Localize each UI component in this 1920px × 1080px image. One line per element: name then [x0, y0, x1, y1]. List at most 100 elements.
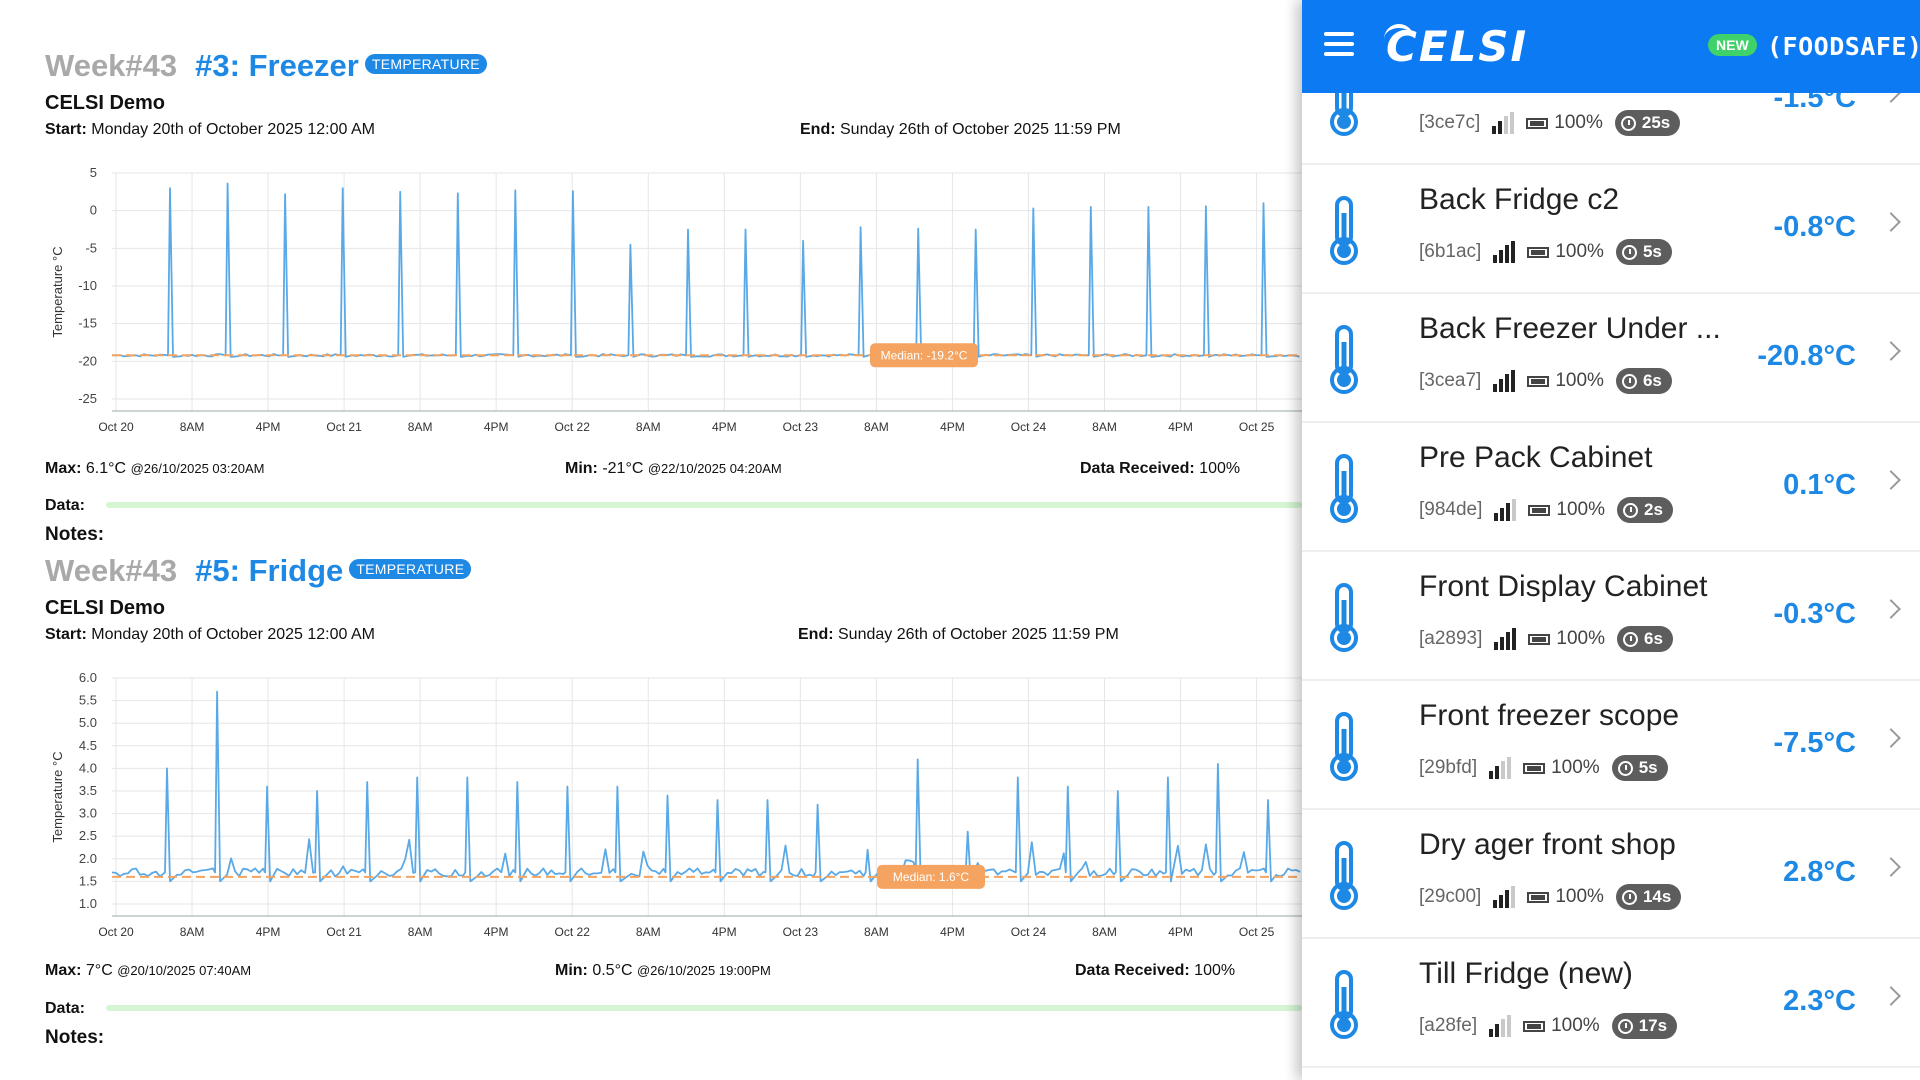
- x-tick-label: 4PM: [940, 420, 965, 434]
- chevron-right-icon[interactable]: [1881, 599, 1901, 619]
- end-value: Sunday 26th of October 2025 11:59 PM: [838, 626, 1119, 643]
- y-tick-label: -25: [78, 391, 97, 406]
- x-tick-label: 4PM: [484, 925, 509, 939]
- battery-value: 100%: [1555, 886, 1604, 907]
- y-tick-label: 4.5: [79, 738, 97, 753]
- battery-status: 100%: [1528, 499, 1605, 521]
- x-tick-label: 4PM: [712, 420, 737, 434]
- max-value: 7°C: [85, 962, 113, 979]
- reading-age-badge: 2s: [1617, 497, 1673, 523]
- x-tick-label: Oct 22: [555, 420, 591, 434]
- battery-icon: [1528, 504, 1551, 516]
- sensor-temperature: -7.5°C: [1773, 727, 1856, 759]
- x-tick-label: 4PM: [256, 420, 281, 434]
- sensor-meta: [29bfd] 100% 5s: [1419, 753, 1668, 783]
- sensor-meta: [29c00] 100% 14s: [1419, 882, 1682, 912]
- min-stat: Min: 0.5°C @26/10/2025 19:00PM: [555, 962, 771, 980]
- thermometer-icon: [1327, 969, 1361, 1041]
- y-tick-label: -20: [78, 353, 97, 368]
- x-tick-label: Oct 21: [326, 925, 362, 939]
- x-tick-label: 8AM: [636, 925, 661, 939]
- max-time: @20/10/2025 07:40AM: [117, 963, 252, 978]
- y-tick-label: -5: [85, 240, 97, 255]
- data-label: Data:: [45, 1000, 86, 1017]
- min-value: 0.5°C: [592, 962, 633, 979]
- menu-icon[interactable]: [1324, 32, 1354, 56]
- x-tick-label: Oct 24: [1011, 420, 1047, 434]
- start-label: Start:: [45, 626, 87, 643]
- foodsafe-label: (FOODSAFE): [1767, 32, 1920, 61]
- sensor-name: Pre Pack Cabinet: [1419, 441, 1653, 474]
- x-tick-label: 8AM: [1092, 420, 1117, 434]
- x-tick-label: 8AM: [864, 925, 889, 939]
- end-value: Sunday 26th of October 2025 11:59 PM: [840, 121, 1121, 138]
- reading-age-badge: 5s: [1615, 239, 1672, 265]
- max-time: @26/10/2025 03:20AM: [130, 461, 265, 476]
- chevron-right-icon[interactable]: [1881, 341, 1901, 361]
- sensor-name: Back Freezer Under ...: [1419, 312, 1721, 345]
- battery-value: 100%: [1556, 499, 1606, 520]
- battery-icon: [1523, 762, 1546, 774]
- x-tick-label: 8AM: [408, 420, 433, 434]
- sensor-temperature: -20.8°C: [1757, 340, 1856, 372]
- sensor-meta: [6b1ac] 100% 5s: [1419, 237, 1672, 267]
- battery-status: 100%: [1526, 112, 1603, 134]
- sensor-temperature: 2.8°C: [1783, 856, 1856, 888]
- battery-icon: [1523, 1020, 1546, 1032]
- battery-status: 100%: [1527, 241, 1604, 263]
- y-tick-label: 1.5: [79, 873, 97, 888]
- y-tick-label: 6.0: [79, 670, 97, 685]
- sensor-row[interactable]: Pre Pack Cabinet [984de] 100% 2s 0.1°C: [1302, 423, 1920, 552]
- x-tick-label: Oct 22: [555, 925, 591, 939]
- sensor-name: Dry ager front shop: [1419, 828, 1676, 861]
- brand-arc-icon: [1384, 24, 1414, 40]
- thermometer-icon: [1327, 711, 1361, 783]
- chevron-right-icon[interactable]: [1881, 857, 1901, 877]
- x-tick-label: 4PM: [484, 420, 509, 434]
- signal-icon: [1492, 112, 1515, 134]
- sensor-name: Front freezer scope: [1419, 699, 1680, 732]
- sensor-meta: [984de] 100% 2s: [1419, 495, 1673, 525]
- sensor-title: #3: Freezer: [195, 48, 359, 83]
- start-value: Monday 20th of October 2025 12:00 AM: [91, 626, 375, 643]
- sensor-row[interactable]: Dry ager front shop [29c00] 100% 14s 2.8°C: [1302, 810, 1920, 939]
- chevron-right-icon[interactable]: [1881, 470, 1901, 490]
- y-tick-label: 0: [90, 203, 97, 218]
- x-tick-label: Oct 20: [98, 925, 134, 939]
- sensor-id: [6b1ac]: [1419, 241, 1482, 262]
- sensor-row[interactable]: Front Display Cabinet [a2893] 100% 6s -0.3°C: [1302, 552, 1920, 681]
- thermometer-icon: [1327, 840, 1361, 912]
- min-label: Min:: [555, 962, 588, 979]
- x-tick-label: 4PM: [712, 925, 737, 939]
- chevron-right-icon[interactable]: [1881, 728, 1901, 748]
- temperature-series-line: [111, 182, 1300, 358]
- celsi-app-panel: [3ce7c] 100% 25s -1.5°C Back Fridge c2 [6b1ac…: [1302, 0, 1920, 1080]
- received-label: Data Received:: [1075, 962, 1190, 979]
- battery-icon: [1526, 117, 1549, 129]
- chevron-right-icon[interactable]: [1881, 986, 1901, 1006]
- signal-icon: [1489, 757, 1512, 779]
- chevron-right-icon[interactable]: [1881, 212, 1901, 232]
- y-tick-label: -10: [78, 278, 97, 293]
- clock-icon: [1623, 502, 1639, 518]
- app-header: CELSI NEW (FOODSAFE): [1302, 0, 1920, 93]
- max-stat: Max: 6.1°C @26/10/2025 03:20AM: [45, 460, 264, 478]
- x-tick-label: 4PM: [1168, 925, 1193, 939]
- sensor-row[interactable]: Till Fridge (new) [a28fe] 100% 17s 2.3°C: [1302, 939, 1920, 1068]
- sensor-row[interactable]: Front freezer scope [29bfd] 100% 5s -7.5°C: [1302, 681, 1920, 810]
- reading-age: 5s: [1642, 242, 1662, 261]
- x-tick-label: 8AM: [1092, 925, 1117, 939]
- sensor-row[interactable]: Back Freezer Under ... [3cea7] 100% 6s -20.8…: [1302, 294, 1920, 423]
- start-label: Start:: [45, 121, 87, 138]
- sensor-row[interactable]: Back Fridge c2 [6b1ac] 100% 5s -0.8°C: [1302, 165, 1920, 294]
- notes-label: Notes:: [45, 524, 105, 545]
- sensor-id: [29c00]: [1419, 886, 1482, 907]
- battery-icon: [1527, 375, 1550, 387]
- y-axis-label: Temperature °C: [50, 751, 65, 842]
- x-tick-label: 8AM: [636, 420, 661, 434]
- min-time: @26/10/2025 19:00PM: [636, 963, 771, 978]
- min-time: @22/10/2025 04:20AM: [647, 461, 782, 476]
- max-value: 6.1°C: [85, 460, 127, 477]
